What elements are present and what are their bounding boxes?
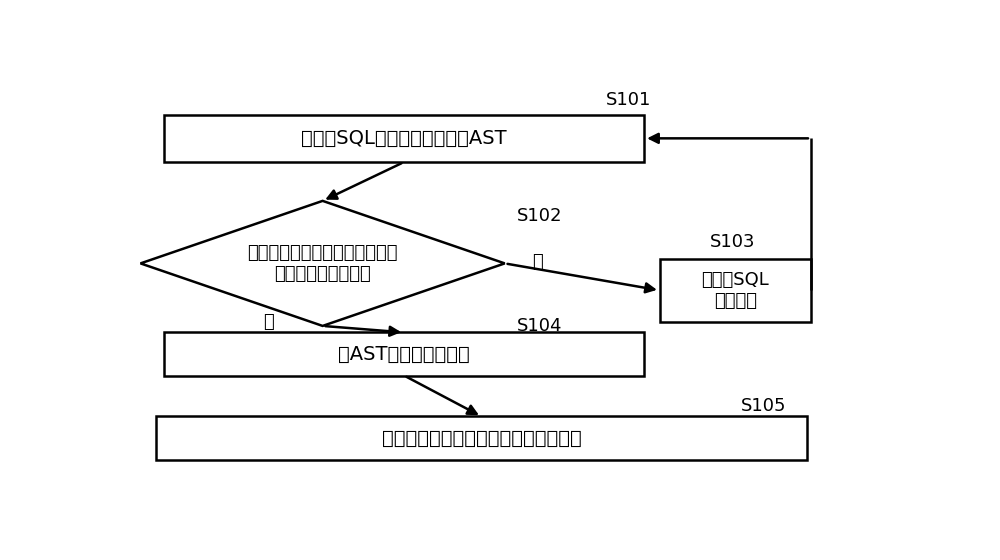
FancyBboxPatch shape [164,115,644,162]
Text: S103: S103 [710,233,756,251]
Text: 将AST转换为解析计划: 将AST转换为解析计划 [338,344,470,363]
Text: S101: S101 [606,91,651,109]
FancyBboxPatch shape [156,417,807,460]
Polygon shape [140,201,505,326]
FancyBboxPatch shape [164,333,644,376]
Text: S102: S102 [516,207,562,225]
Text: 是: 是 [532,253,543,271]
Text: 对原始SQL进行语法解析得到AST: 对原始SQL进行语法解析得到AST [301,129,507,148]
Text: 否: 否 [263,312,274,330]
Text: 对原始SQL
进行重写: 对原始SQL 进行重写 [701,271,769,310]
Text: 对解析计划进行优化，得到优化后计划: 对解析计划进行优化，得到优化后计划 [382,428,581,447]
Text: S105: S105 [741,396,787,415]
FancyBboxPatch shape [660,259,811,321]
Text: S104: S104 [516,317,562,335]
Text: 与用户配置的脱敏信息做匹配，
并判断是否需要脱敏: 与用户配置的脱敏信息做匹配， 并判断是否需要脱敏 [247,244,398,283]
